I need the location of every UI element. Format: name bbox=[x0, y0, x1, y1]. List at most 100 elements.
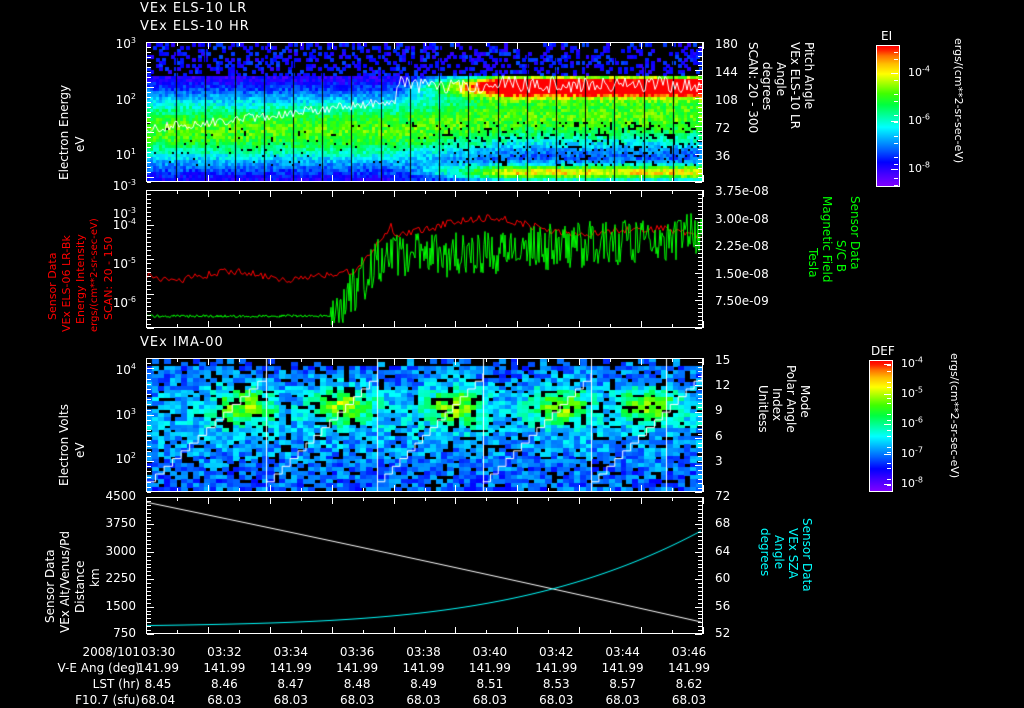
axis-tick-mark bbox=[695, 606, 702, 608]
axis-tick-mark bbox=[486, 190, 488, 194]
axis-tick-mark bbox=[147, 481, 151, 483]
axis-tick-mark bbox=[146, 175, 147, 182]
axis-tick-mark bbox=[698, 474, 702, 476]
axis-tick-mark bbox=[641, 42, 643, 49]
axis-tick-mark bbox=[695, 497, 702, 498]
panel2-right-tick: 1.50e-08 bbox=[715, 266, 769, 281]
panel4-right-tick: 64 bbox=[715, 543, 731, 558]
axis-tick-mark bbox=[579, 175, 581, 182]
panel4-right-label-line1: Sensor Data bbox=[800, 518, 814, 592]
axis-tick-mark bbox=[517, 190, 519, 197]
axis-tick-mark bbox=[698, 389, 702, 391]
axis-tick-mark bbox=[486, 488, 488, 492]
panel4-right-label-line2: VEx SZA bbox=[786, 528, 800, 579]
axis-tick-mark bbox=[579, 321, 581, 328]
axis-tick-mark bbox=[300, 358, 302, 362]
panel4-left-tick: 2250 bbox=[105, 571, 136, 586]
panel1-colorbar-tick: 10-4 bbox=[908, 64, 930, 79]
axis-tick-mark bbox=[698, 483, 702, 485]
axis-tick-mark bbox=[698, 288, 702, 290]
table-cell: 141.99 bbox=[535, 661, 578, 675]
axis-tick-mark bbox=[698, 257, 702, 259]
axis-tick-mark bbox=[887, 381, 891, 383]
axis-tick-mark bbox=[238, 358, 240, 362]
axis-tick-mark bbox=[698, 618, 702, 620]
axis-tick-mark bbox=[331, 190, 333, 197]
axis-tick-mark bbox=[147, 450, 151, 452]
axis-tick-mark bbox=[698, 567, 702, 569]
axis-tick-mark bbox=[894, 52, 898, 53]
axis-tick-mark bbox=[695, 98, 702, 99]
axis-tick-mark bbox=[147, 259, 154, 260]
panel3-right-tick: 12 bbox=[715, 378, 731, 393]
axis-tick-mark bbox=[695, 328, 702, 329]
axis-tick-mark bbox=[894, 80, 898, 81]
axis-tick-mark bbox=[698, 56, 702, 57]
table-cell: 141.99 bbox=[468, 661, 511, 675]
axis-tick-mark bbox=[698, 594, 702, 596]
axis-tick-mark bbox=[176, 497, 178, 501]
axis-tick-mark bbox=[698, 74, 702, 76]
axis-tick-mark bbox=[887, 403, 891, 405]
panel1-right-label-line5: SCAN: 20 - 300 bbox=[746, 42, 760, 134]
axis-tick-mark bbox=[698, 172, 702, 174]
panel4-left-tick: 750 bbox=[113, 626, 136, 640]
axis-tick-mark bbox=[147, 315, 151, 317]
axis-tick-mark bbox=[698, 149, 702, 151]
panel4-timeseries[interactable] bbox=[146, 497, 703, 634]
axis-tick-mark bbox=[300, 497, 302, 501]
axis-tick-mark bbox=[455, 485, 457, 492]
panel4-right-label-line3: Angle bbox=[772, 535, 786, 570]
axis-tick-mark bbox=[147, 233, 151, 235]
axis-tick-mark bbox=[147, 194, 151, 196]
axis-tick-mark bbox=[698, 268, 702, 270]
panel2-left-tick: 10-3 bbox=[112, 178, 136, 193]
axis-tick-mark bbox=[147, 445, 151, 447]
axis-tick-mark bbox=[698, 630, 702, 632]
axis-tick-mark bbox=[147, 461, 154, 463]
table-cell: 141.99 bbox=[336, 661, 379, 675]
axis-tick-mark bbox=[698, 260, 702, 262]
axis-tick-mark bbox=[147, 388, 151, 390]
axis-tick-mark bbox=[698, 478, 702, 480]
axis-tick-mark bbox=[698, 237, 702, 239]
panel4-left-label-line1: Sensor Data bbox=[43, 549, 57, 623]
axis-tick-mark bbox=[147, 516, 151, 518]
axis-tick-mark bbox=[486, 630, 488, 634]
axis-tick-mark bbox=[698, 508, 702, 510]
axis-tick-mark bbox=[887, 484, 891, 486]
axis-tick-mark bbox=[695, 551, 702, 553]
panel3-spectrogram[interactable] bbox=[146, 358, 703, 492]
axis-tick-mark bbox=[147, 162, 151, 163]
axis-tick-mark bbox=[146, 497, 147, 504]
axis-tick-mark bbox=[703, 627, 704, 634]
axis-tick-mark bbox=[884, 454, 891, 455]
axis-tick-mark bbox=[362, 178, 364, 182]
axis-tick-mark bbox=[455, 627, 457, 634]
panel2-timeseries[interactable] bbox=[146, 190, 703, 328]
panel1-spectrogram[interactable] bbox=[146, 42, 703, 182]
panel4-left-tick: 1500 bbox=[105, 598, 136, 613]
axis-tick-mark bbox=[517, 358, 519, 365]
panel4-left-label-line4: km bbox=[88, 568, 102, 587]
axis-tick-mark bbox=[147, 414, 154, 416]
axis-tick-mark bbox=[695, 126, 702, 127]
axis-tick-mark bbox=[238, 42, 240, 46]
axis-tick-mark bbox=[695, 245, 702, 247]
axis-tick-mark bbox=[698, 516, 702, 518]
panel3-ylabel-line2: eV bbox=[73, 442, 87, 458]
axis-tick-mark bbox=[641, 627, 643, 634]
panel1-ylabel-units: eV bbox=[63, 42, 87, 182]
axis-tick-mark bbox=[698, 121, 702, 123]
axis-tick-mark bbox=[894, 101, 898, 102]
panel3-right-label-line3: Index bbox=[770, 388, 784, 422]
axis-tick-mark bbox=[424, 497, 426, 501]
axis-tick-mark bbox=[146, 321, 147, 328]
axis-tick-mark bbox=[698, 504, 702, 506]
axis-tick-mark bbox=[238, 178, 240, 182]
table-cell: 68.03 bbox=[273, 693, 308, 707]
table-cell: 8.51 bbox=[476, 677, 504, 691]
table-cell: 03:34 bbox=[273, 645, 309, 659]
axis-tick-mark bbox=[331, 497, 333, 504]
